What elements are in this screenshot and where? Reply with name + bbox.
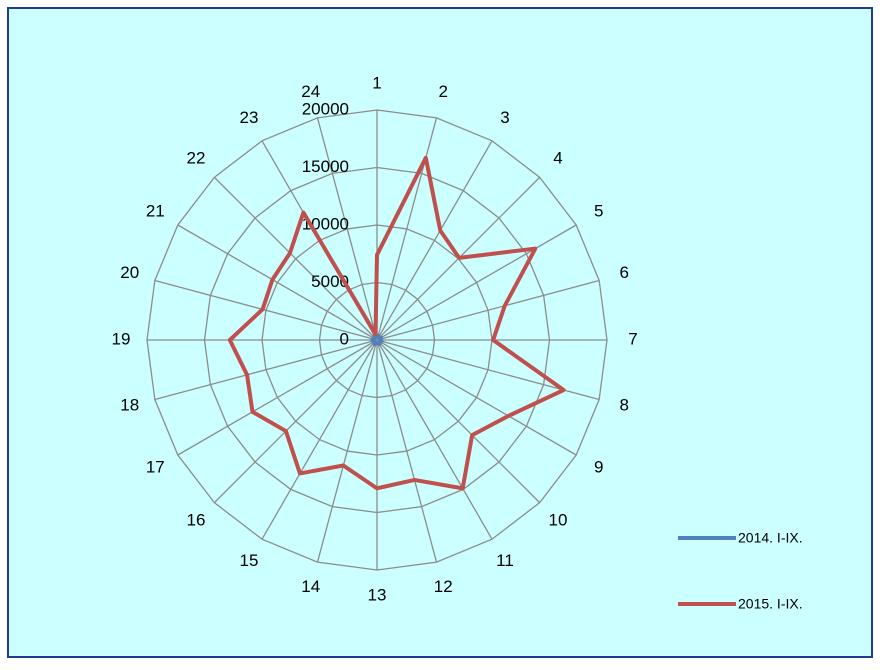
y-tick-label: 20000 [302, 99, 349, 118]
category-label: 15 [240, 551, 259, 570]
category-label: 13 [368, 585, 387, 604]
category-label: 1 [372, 73, 381, 92]
category-label: 19 [112, 329, 131, 348]
spoke [376, 117, 438, 341]
spoke [316, 339, 378, 563]
y-tick-label: 0 [340, 329, 349, 348]
category-label: 3 [500, 108, 509, 127]
category-label: 9 [594, 457, 603, 476]
spoke [376, 339, 438, 563]
category-label: 14 [301, 577, 320, 596]
category-label: 20 [120, 263, 139, 282]
spoke [376, 339, 577, 456]
category-label: 12 [434, 577, 453, 596]
spoke [316, 117, 378, 341]
category-label: 21 [146, 201, 165, 220]
category-label: 6 [620, 263, 629, 282]
category-label: 22 [187, 148, 206, 167]
legend-label: 2014. I-IX. [738, 530, 803, 546]
category-label: 10 [549, 511, 568, 530]
legend-label: 2015. I-IX. [738, 596, 803, 612]
spoke [177, 339, 378, 456]
spoke [177, 224, 378, 341]
category-label: 7 [628, 329, 637, 348]
spoke [261, 339, 378, 540]
spoke [154, 279, 378, 341]
spoke [213, 176, 378, 341]
legend: 2014. I-IX. 2015. I-IX. [678, 530, 803, 612]
spoke [376, 140, 493, 341]
spoke [154, 339, 378, 401]
category-label: 11 [496, 551, 514, 570]
category-label: 18 [120, 396, 139, 415]
y-tick-label: 15000 [302, 157, 349, 176]
spoke [376, 279, 600, 341]
category-label: 5 [594, 201, 603, 220]
series-line [370, 333, 384, 346]
spoke [376, 224, 577, 341]
category-label: 23 [240, 108, 259, 127]
chart-area [7, 7, 873, 658]
category-label: 17 [146, 457, 165, 476]
spoke [376, 339, 493, 540]
spoke [376, 339, 541, 504]
category-label: 4 [553, 148, 562, 167]
category-label: 24 [301, 82, 320, 101]
spoke [213, 339, 378, 504]
category-label: 16 [187, 511, 206, 530]
category-label: 8 [620, 396, 629, 415]
category-label: 2 [439, 82, 448, 101]
series-line [227, 155, 566, 491]
